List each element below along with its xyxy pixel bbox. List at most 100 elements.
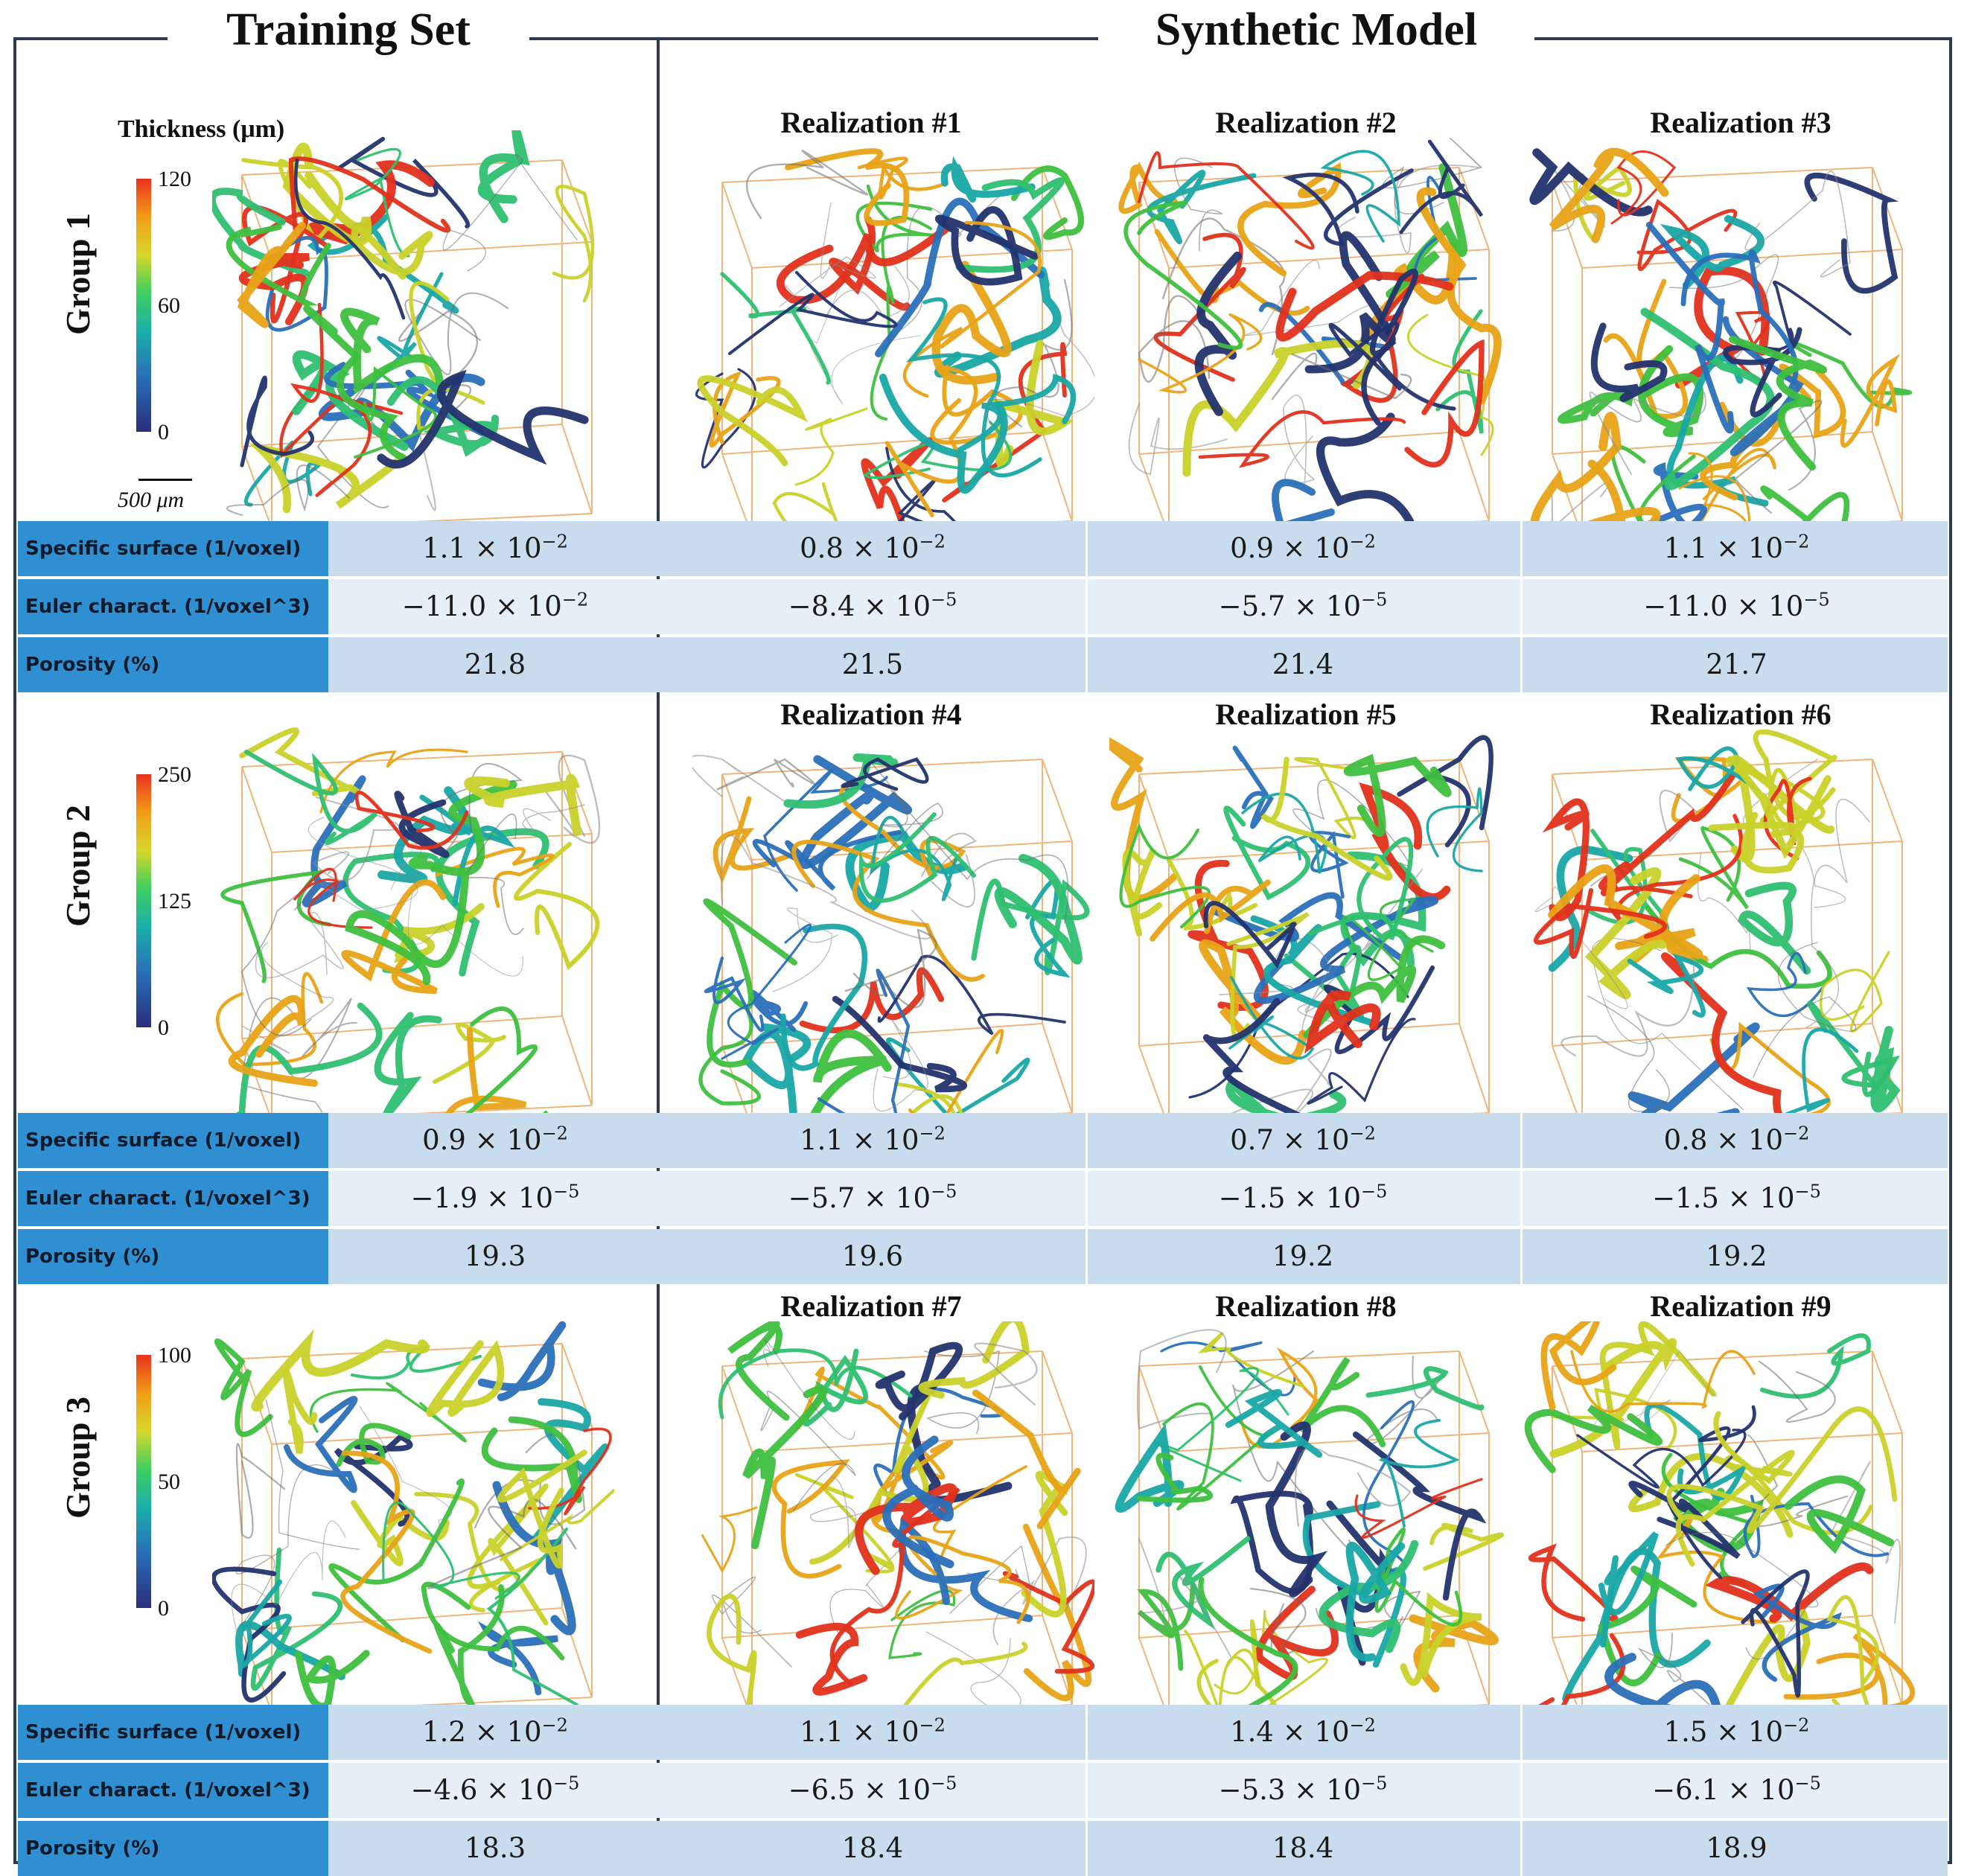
value-mantissa: 1.2 × 10 bbox=[422, 1716, 542, 1748]
pore-fiber bbox=[1399, 139, 1484, 234]
colorbar bbox=[136, 179, 151, 432]
pore-fiber bbox=[1741, 1569, 1810, 1698]
pore-fiber bbox=[692, 754, 785, 803]
value-mantissa: −5.7 × 10 bbox=[788, 1182, 931, 1214]
pore-fiber bbox=[1604, 1653, 1722, 1735]
pore-fiber bbox=[528, 1427, 612, 1516]
pore-fiber bbox=[942, 342, 1068, 502]
pore-fiber bbox=[1228, 976, 1315, 1060]
pore-fiber bbox=[783, 753, 899, 809]
pore-fiber bbox=[250, 1547, 343, 1691]
pore-fiber bbox=[1628, 1481, 1741, 1559]
pore-fiber bbox=[908, 1029, 1004, 1143]
pore-fiber bbox=[1635, 462, 1707, 533]
pore-fiber bbox=[1275, 270, 1454, 342]
pore-fiber bbox=[832, 995, 967, 1093]
pore-fiber bbox=[1585, 867, 1667, 1000]
column-divider bbox=[1085, 1171, 1088, 1226]
pore-fiber bbox=[1746, 951, 1826, 1018]
pore-fiber bbox=[1606, 814, 1744, 921]
pore-fiber bbox=[890, 789, 1069, 924]
pore-fiber bbox=[1184, 1630, 1261, 1713]
pore-fiber bbox=[1603, 278, 1689, 419]
value-mantissa: 0.9 × 10 bbox=[1230, 532, 1350, 564]
colorbar bbox=[136, 774, 151, 1027]
box-edge bbox=[1042, 759, 1073, 842]
value-exponent: −5 bbox=[1803, 589, 1830, 610]
pore-fiber bbox=[1214, 1048, 1332, 1122]
pore-fiber bbox=[1147, 170, 1257, 245]
colorbar-tick: 0 bbox=[158, 1015, 169, 1040]
pore-fiber bbox=[1708, 811, 1805, 874]
pore-fiber bbox=[1400, 1592, 1482, 1686]
box-edge bbox=[1168, 840, 1490, 861]
pore-fiber bbox=[795, 1622, 868, 1696]
specific_surface-value: 1.1 × 10−2 bbox=[661, 1705, 1084, 1760]
pore-fiber bbox=[1570, 1350, 1756, 1413]
column-divider bbox=[1520, 1763, 1523, 1818]
pore-fiber bbox=[1524, 1404, 1663, 1473]
specific_surface-value: 0.7 × 10−2 bbox=[1087, 1113, 1519, 1168]
pore-fiber bbox=[780, 923, 868, 1071]
box-edge bbox=[1042, 167, 1073, 250]
pore-fiber bbox=[1697, 852, 1751, 956]
pore-fiber bbox=[829, 1534, 915, 1634]
metric-row-porosity bbox=[18, 1229, 1948, 1284]
pore-fiber bbox=[1021, 1471, 1068, 1618]
value-exponent: −2 bbox=[541, 1123, 568, 1144]
box-edge bbox=[751, 1432, 1073, 1452]
colorbar bbox=[136, 1355, 151, 1608]
pore-fiber bbox=[228, 995, 318, 1087]
pore-fiber bbox=[1540, 1321, 1617, 1411]
colorbar-title: Thickness (μm) bbox=[118, 115, 285, 143]
pore-fiber bbox=[500, 1488, 614, 1561]
pore-fiber bbox=[427, 1498, 577, 1589]
pore-fiber bbox=[240, 1579, 292, 1669]
pore-fiber bbox=[994, 854, 1083, 965]
pore-fiber bbox=[995, 278, 1073, 428]
pore-fiber bbox=[220, 870, 332, 983]
pore-fiber bbox=[265, 1399, 360, 1550]
pore-fiber bbox=[442, 153, 578, 272]
pore-fiber bbox=[408, 780, 517, 876]
pore-fiber bbox=[426, 1339, 505, 1417]
pore-fiber bbox=[340, 1450, 433, 1654]
specific_surface-value: 1.1 × 10−2 bbox=[661, 1113, 1084, 1168]
pore-fiber bbox=[241, 880, 319, 1036]
pore-fiber bbox=[1759, 1333, 1871, 1399]
pore-fiber bbox=[1223, 805, 1311, 901]
value-mantissa: 0.9 × 10 bbox=[422, 1124, 542, 1156]
pore-fiber bbox=[1423, 1522, 1505, 1571]
group-label-3: Group 3 bbox=[59, 1396, 97, 1519]
column-divider bbox=[1085, 1821, 1088, 1876]
box-edge bbox=[1042, 1350, 1073, 1434]
pore-fiber bbox=[1534, 887, 1667, 959]
specific_surface-value: 0.9 × 10−2 bbox=[331, 1113, 659, 1168]
pore-fiber bbox=[1197, 1332, 1305, 1388]
value-exponent: −2 bbox=[1783, 1714, 1810, 1736]
pore-fiber bbox=[303, 304, 408, 462]
pore-fiber bbox=[1182, 339, 1375, 477]
column-divider bbox=[1085, 1763, 1088, 1818]
pore-fiber bbox=[1253, 896, 1439, 1004]
pore-fiber bbox=[844, 928, 937, 1009]
pore-fiber bbox=[785, 148, 910, 226]
pore-fiber bbox=[1675, 746, 1760, 792]
synthetic-panel-realization-9 bbox=[1523, 1321, 1916, 1735]
pore-fiber bbox=[241, 942, 334, 1054]
pore-fiber bbox=[1231, 1350, 1353, 1551]
pore-fiber bbox=[1560, 966, 1695, 1057]
pore-fiber bbox=[1678, 452, 1751, 529]
pore-fiber bbox=[1638, 345, 1704, 438]
euler-value: −6.5 × 10−5 bbox=[661, 1763, 1084, 1818]
pore-fiber bbox=[701, 1506, 758, 1574]
pore-fiber bbox=[1627, 953, 1706, 1018]
pore-fiber bbox=[445, 1027, 527, 1117]
box-edge bbox=[1458, 1615, 1490, 1706]
porosity-value: 21.8 bbox=[464, 648, 526, 680]
colorbar-tick: 0 bbox=[158, 1596, 169, 1621]
porosity-value: 18.3 bbox=[464, 1832, 526, 1864]
pore-fiber bbox=[752, 829, 902, 891]
pore-fiber bbox=[394, 791, 450, 858]
box-edge bbox=[1138, 1615, 1460, 1639]
